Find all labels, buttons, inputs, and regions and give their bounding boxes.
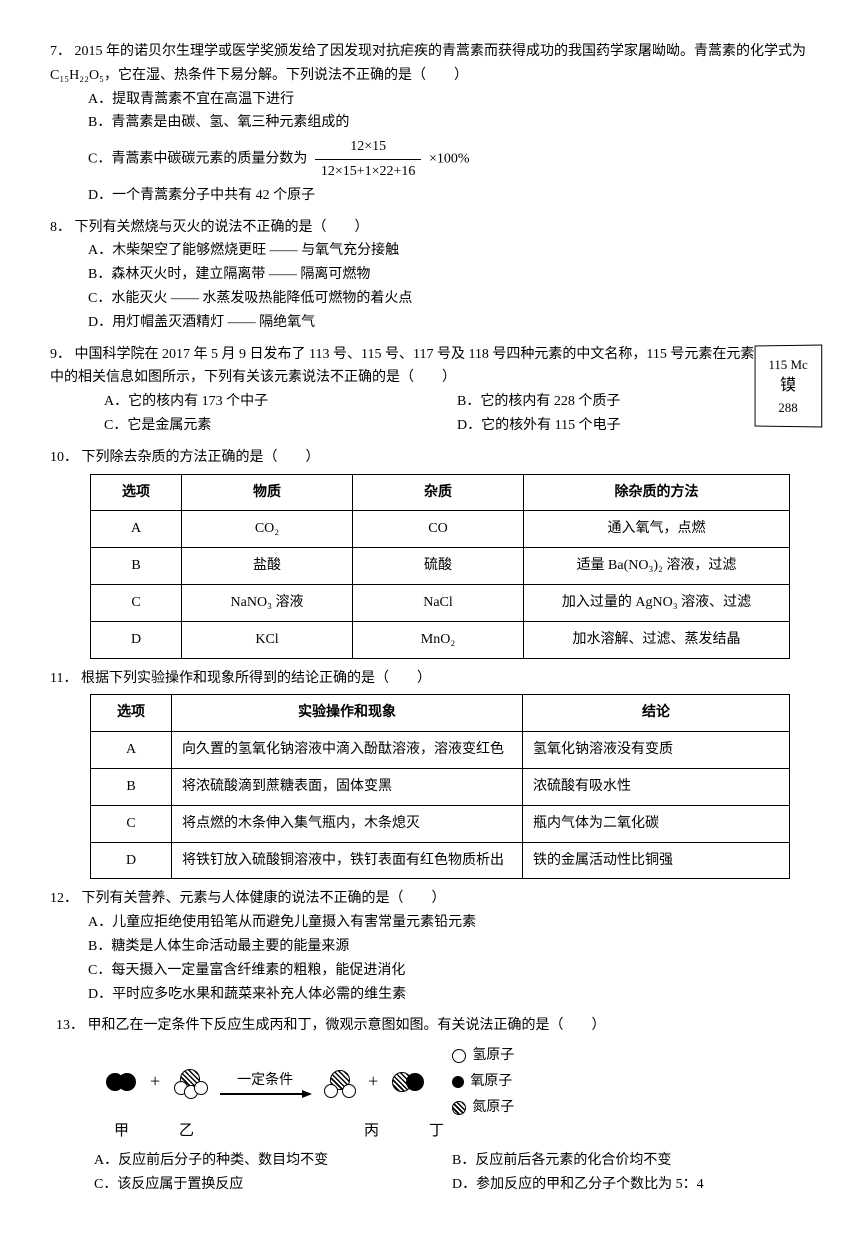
q8-text: 下列有关燃烧与灭火的说法不正确的是（ ） xyxy=(75,220,369,235)
question-11: 11． 根据下列实验操作和现象所得到的结论正确的是（ ） 选项 实验操作和现象 … xyxy=(50,667,810,880)
frac-num: 12×15 xyxy=(315,135,422,160)
element-top: 115 Mc xyxy=(768,354,807,374)
q11-text: 根据下列实验操作和现象所得到的结论正确的是（ ） xyxy=(81,671,431,686)
question-10: 10． 下列除去杂质的方法正确的是（ ） 选项 物质 杂质 除杂质的方法 ACO… xyxy=(50,446,810,659)
q9-opt-c: C．它是金属元素 xyxy=(104,414,457,438)
label-bing: 丙 xyxy=(364,1119,379,1145)
fraction: 12×15 12×15+1×22+16 xyxy=(315,135,422,184)
q13-opt-a: A．反应前后分子的种类、数目均不变 xyxy=(94,1149,452,1173)
q13-opt-d: D．参加反应的甲和乙分子个数比为 5：4 xyxy=(452,1173,810,1197)
table-row: CNaNO₃ 溶液NaCl加入过量的 AgNO₃ 溶液、过滤 xyxy=(91,584,790,621)
q7-c-prefix: C．青蒿素中碳碳元素的质量分数为 xyxy=(88,152,307,167)
th: 杂质 xyxy=(353,474,524,511)
q12-opt-b: B．糖类是人体生命活动最主要的能量来源 xyxy=(88,935,810,959)
th: 结论 xyxy=(523,695,790,732)
q12-num: 12． xyxy=(50,891,78,906)
q7-opt-b: B．青蒿素是由碳、氢、氧三种元素组成的 xyxy=(88,111,810,135)
label-jia: 甲 xyxy=(114,1119,129,1145)
table-row: ACO₂CO通入氧气，点燃 xyxy=(91,511,790,548)
question-7: 7． 2015 年的诺贝尔生理学或医学奖颁发给了因发现对抗疟疾的青蒿素而获得成功… xyxy=(50,40,810,208)
label-yi: 乙 xyxy=(179,1119,194,1145)
q13-text: 甲和乙在一定条件下反应生成丙和丁，微观示意图如图。有关说法正确的是（ ） xyxy=(88,1018,606,1033)
th: 选项 xyxy=(91,474,182,511)
table-row: B盐酸硫酸适量 Ba(NO₃)₂ 溶液，过滤 xyxy=(91,548,790,585)
q7-num: 7． xyxy=(50,44,71,59)
q8-opt-b: B．森林灭火时，建立隔离带 —— 隔离可燃物 xyxy=(88,263,810,287)
molecule-jia xyxy=(106,1073,136,1091)
molecule-bing xyxy=(324,1070,354,1094)
question-13: 13． 甲和乙在一定条件下反应生成丙和丁，微观示意图如图。有关说法正确的是（ ）… xyxy=(56,1014,810,1196)
q13-num: 13． xyxy=(56,1018,84,1033)
question-8: 8． 下列有关燃烧与灭火的说法不正确的是（ ） A．木柴架空了能够燃烧更旺 ——… xyxy=(50,216,810,335)
question-12: 12． 下列有关营养、元素与人体健康的说法不正确的是（ ） A．儿童应拒绝使用铅… xyxy=(50,887,810,1006)
frac-den: 12×15+1×22+16 xyxy=(315,160,422,184)
arrow-label: 一定条件 xyxy=(237,1069,293,1093)
q13-opt-c: C．该反应属于置换反应 xyxy=(94,1173,452,1197)
th: 实验操作和现象 xyxy=(172,695,523,732)
q12-opt-c: C．每天摄入一定量富含纤维素的粗粮，能促进消化 xyxy=(88,959,810,983)
legend-item: 氮原子 xyxy=(452,1096,514,1120)
table-header-row: 选项 物质 杂质 除杂质的方法 xyxy=(91,474,790,511)
q8-opt-a: A．木柴架空了能够燃烧更旺 —— 与氧气充分接触 xyxy=(88,239,810,263)
q7-opt-c: C．青蒿素中碳碳元素的质量分数为 12×15 12×15+1×22+16 ×10… xyxy=(88,135,810,184)
question-9: 9． 中国科学院在 2017 年 5 月 9 日发布了 113 号、115 号、… xyxy=(50,343,810,438)
q8-opt-c: C．水能灭火 —— 水蒸发吸热能降低可燃物的着火点 xyxy=(88,287,810,311)
th: 物质 xyxy=(182,474,353,511)
q10-num: 10． xyxy=(50,450,78,465)
q7-c-suffix: ×100% xyxy=(429,152,470,167)
table-row: D将铁钉放入硫酸铜溶液中，铁钉表面有红色物质析出铁的金属活动性比铜强 xyxy=(91,842,790,879)
q13-opt-b: B．反应前后各元素的化合价均不变 xyxy=(452,1149,810,1173)
molecule-ding xyxy=(392,1072,424,1092)
label-ding: 丁 xyxy=(429,1119,444,1145)
q11-num: 11． xyxy=(50,671,77,686)
plus-icon: + xyxy=(368,1066,378,1097)
q7-opt-a: A．提取青蒿素不宜在高温下进行 xyxy=(88,88,810,112)
table-row: DKClMnO₂加水溶解、过滤、蒸发结晶 xyxy=(91,621,790,658)
molecule-yi xyxy=(174,1069,206,1095)
table-row: A向久置的氢氧化钠溶液中滴入酚酞溶液，溶液变红色氢氧化钠溶液没有变质 xyxy=(91,732,790,769)
q8-opt-d: D．用灯帽盖灭酒精灯 —— 隔绝氧气 xyxy=(88,311,810,335)
element-mass: 288 xyxy=(778,398,797,418)
molecule-labels: 甲 乙 丙 丁 xyxy=(114,1119,810,1145)
q7-opt-d: D．一个青蒿素分子中共有 42 个原子 xyxy=(88,184,810,208)
th: 除杂质的方法 xyxy=(524,474,790,511)
table-header-row: 选项 实验操作和现象 结论 xyxy=(91,695,790,732)
q9-text: 中国科学院在 2017 年 5 月 9 日发布了 113 号、115 号、117… xyxy=(50,347,796,386)
legend-item: 氧原子 xyxy=(452,1070,514,1094)
q7-text: 2015 年的诺贝尔生理学或医学奖颁发给了因发现对抗疟疾的青蒿素而获得成功的我国… xyxy=(50,44,806,83)
q10-table: 选项 物质 杂质 除杂质的方法 ACO₂CO通入氧气，点燃 B盐酸硫酸适量 Ba… xyxy=(90,474,790,659)
q9-num: 9． xyxy=(50,347,71,362)
q8-num: 8． xyxy=(50,220,71,235)
th: 选项 xyxy=(91,695,172,732)
legend-item: 氢原子 xyxy=(452,1044,514,1068)
q10-text: 下列除去杂质的方法正确的是（ ） xyxy=(82,450,320,465)
plus-icon: + xyxy=(150,1066,160,1097)
reaction-arrow: 一定条件 xyxy=(220,1069,310,1095)
element-symbol: 镆 xyxy=(780,374,796,398)
table-row: B将浓硫酸滴到蔗糖表面，固体变黑浓硫酸有吸水性 xyxy=(91,768,790,805)
table-row: C将点燃的木条伸入集气瓶内，木条熄灭瓶内气体为二氧化碳 xyxy=(91,805,790,842)
atom-legend: 氢原子 氧原子 氮原子 xyxy=(452,1044,514,1119)
reaction-diagram: + 一定条件 + 氢原子 氧原子 氮原子 xyxy=(106,1044,810,1119)
q11-table: 选项 实验操作和现象 结论 A向久置的氢氧化钠溶液中滴入酚酞溶液，溶液变红色氢氧… xyxy=(90,694,790,879)
q12-opt-a: A．儿童应拒绝使用铅笔从而避免儿童摄入有害常量元素铅元素 xyxy=(88,911,810,935)
q12-text: 下列有关营养、元素与人体健康的说法不正确的是（ ） xyxy=(82,891,446,906)
q9-opt-a: A．它的核内有 173 个中子 xyxy=(104,390,457,414)
q12-opt-d: D．平时应多吃水果和蔬菜来补充人体必需的维生素 xyxy=(88,983,810,1007)
element-card: 115 Mc 镆 288 xyxy=(755,344,823,427)
